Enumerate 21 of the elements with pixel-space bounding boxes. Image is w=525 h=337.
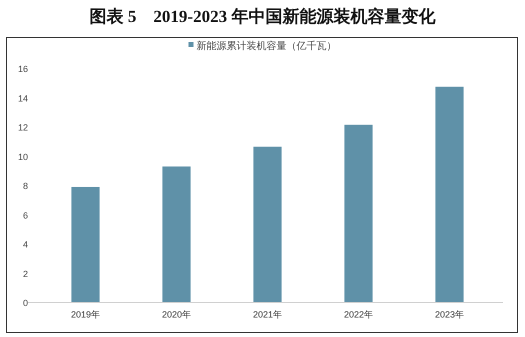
bar — [435, 86, 464, 302]
legend-label: 新能源累计装机容量（亿千瓦） — [196, 40, 336, 52]
x-tick-label: 2020年 — [162, 310, 192, 320]
bar — [253, 146, 282, 302]
y-tick-label: 10 — [18, 152, 28, 162]
y-tick-label: 16 — [18, 64, 28, 74]
y-tick-label: 14 — [18, 93, 28, 104]
x-tick-label: 2022年 — [344, 310, 374, 320]
y-tick-label: 4 — [22, 240, 28, 250]
y-tick-label: 12 — [18, 122, 28, 132]
chart-title: 图表 5 2019-2023 年中国新能源装机容量变化 — [90, 7, 436, 26]
y-tick-label: 8 — [22, 181, 28, 191]
x-tick-label: 2021年 — [252, 310, 282, 320]
bar — [71, 186, 100, 302]
x-tick-label: 2019年 — [70, 310, 100, 320]
y-tick-label: 0 — [22, 298, 28, 308]
y-tick-label: 2 — [22, 268, 28, 279]
x-tick-label: 2023年 — [434, 310, 464, 320]
y-tick-label: 6 — [22, 210, 28, 220]
bar — [344, 124, 373, 302]
bar — [162, 166, 191, 302]
